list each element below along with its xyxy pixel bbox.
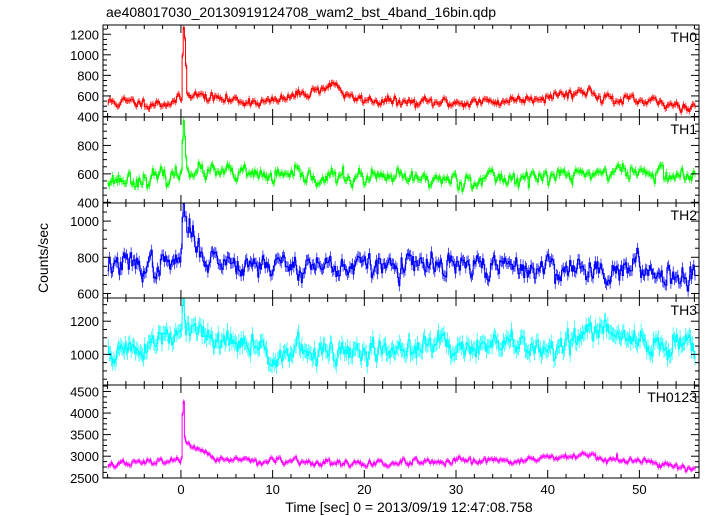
panel-th3: 1000 1200 TH3 bbox=[70, 297, 700, 386]
panel-name-label: TH1 bbox=[671, 121, 698, 137]
series-th0123 bbox=[107, 399, 696, 474]
x-tick-label: 30 bbox=[449, 482, 463, 497]
error-bars bbox=[107, 117, 696, 195]
panel-th1: 400 600 800 TH1 bbox=[77, 116, 700, 210]
panel-name-label: TH2 bbox=[671, 207, 698, 223]
x-axis-label: Time [sec] 0 = 2013/09/19 12:47:08.758 bbox=[285, 499, 533, 515]
series-th1 bbox=[107, 117, 696, 195]
y-tick-label: 3500 bbox=[70, 428, 99, 443]
panel-frame bbox=[102, 116, 700, 204]
y-tick-label: 1000 bbox=[70, 48, 99, 63]
y-tick-label: 1000 bbox=[70, 214, 99, 229]
y-tick-label: 800 bbox=[77, 250, 99, 265]
y-tick-label: 1200 bbox=[70, 314, 99, 329]
y-tick-label: 600 bbox=[77, 89, 99, 104]
chart-title: ae408017030_20130919124708_wam2_bst_4ban… bbox=[106, 4, 496, 20]
panel-frame bbox=[102, 24, 700, 118]
x-tick-label: 10 bbox=[265, 482, 279, 497]
y-tick-label: 400 bbox=[77, 109, 99, 124]
panel-name-label: TH0 bbox=[671, 29, 698, 45]
y-tick-label: 2500 bbox=[70, 471, 99, 486]
light-curve bbox=[107, 26, 696, 113]
panel-name-label: TH3 bbox=[671, 302, 698, 318]
x-tick-label: 0 bbox=[177, 482, 184, 497]
y-tick-label: 800 bbox=[77, 138, 99, 153]
y-tick-label: 1200 bbox=[70, 27, 99, 42]
panel-name-label: TH0123 bbox=[647, 389, 697, 405]
y-tick-label: 600 bbox=[77, 167, 99, 182]
panel-th2: 600 800 1000 TH2 bbox=[70, 202, 700, 301]
y-tick-label: 400 bbox=[77, 195, 99, 210]
series-th2 bbox=[107, 203, 696, 297]
light-curve bbox=[107, 120, 696, 192]
y-axis-label: Counts/sec bbox=[35, 223, 51, 293]
light-curve bbox=[107, 203, 696, 292]
y-tick-label: 800 bbox=[77, 68, 99, 83]
series-th0 bbox=[107, 25, 696, 116]
panel-frame bbox=[102, 297, 700, 386]
y-tick-label: 4500 bbox=[70, 384, 99, 399]
y-tick-label: 3000 bbox=[70, 449, 99, 464]
x-tick-label: 50 bbox=[632, 482, 646, 497]
panel-th0123: 2500 3000 3500 4000 4500 TH0123 bbox=[70, 384, 700, 486]
y-tick-label: 4000 bbox=[70, 406, 99, 421]
x-tick-label: 20 bbox=[357, 482, 371, 497]
series-th3 bbox=[107, 298, 696, 375]
y-tick-label: 1000 bbox=[70, 347, 99, 362]
y-tick-label: 600 bbox=[77, 286, 99, 301]
x-tick-label: 40 bbox=[540, 482, 554, 497]
error-bars bbox=[107, 25, 696, 116]
panel-frame bbox=[102, 384, 700, 479]
light-curve bbox=[107, 401, 696, 472]
panel-th0: 400 600 800 1000 1200 TH0 bbox=[70, 24, 700, 124]
light-curve bbox=[107, 298, 696, 368]
